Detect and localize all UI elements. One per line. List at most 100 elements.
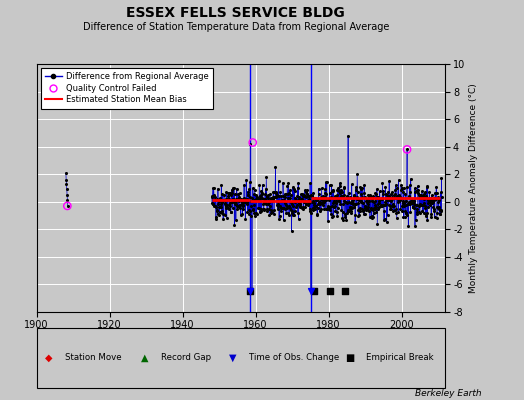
Point [314, 196, 322, 202]
Point [378, 196, 386, 202]
Point [221, 205, 230, 212]
Point [268, 209, 277, 215]
Point [299, 206, 307, 212]
Point [282, 203, 291, 209]
Point [334, 196, 342, 202]
Point [279, 179, 287, 186]
Point [309, 190, 318, 196]
Legend: Difference from Regional Average, Quality Control Failed, Estimated Station Mean: Difference from Regional Average, Qualit… [41, 68, 213, 108]
Point [269, 189, 278, 195]
Text: ESSEX FELLS SERVICE BLDG: ESSEX FELLS SERVICE BLDG [126, 6, 345, 20]
Point [431, 194, 440, 201]
Point [400, 200, 408, 206]
Point [303, 187, 312, 193]
Point [436, 207, 444, 213]
Point [420, 190, 428, 197]
Point [253, 196, 261, 203]
Point [414, 192, 423, 198]
Point [271, 194, 280, 200]
Text: Difference of Station Temperature Data from Regional Average: Difference of Station Temperature Data f… [83, 22, 389, 32]
Point [319, 196, 328, 203]
Point [265, 199, 273, 206]
Point [276, 189, 285, 195]
Point [409, 199, 417, 205]
Point [298, 191, 307, 198]
Point [264, 200, 272, 207]
Point [263, 206, 271, 213]
Point [428, 200, 436, 207]
Point [295, 196, 303, 202]
Point [279, 193, 288, 199]
Point [301, 194, 310, 200]
Point [410, 201, 419, 207]
Point [278, 198, 287, 204]
Point [245, 186, 253, 192]
Point [276, 203, 284, 209]
Point [370, 210, 378, 216]
Point [239, 206, 247, 212]
Point [258, 195, 266, 201]
Point [350, 203, 358, 210]
Point [266, 210, 275, 216]
Point [297, 205, 305, 211]
Point [437, 207, 445, 214]
Point [235, 198, 244, 204]
Point [292, 202, 301, 208]
Point [317, 194, 325, 200]
Point [306, 180, 314, 186]
Point [236, 202, 244, 208]
Point [325, 196, 333, 202]
Point [344, 132, 352, 139]
Point [299, 204, 308, 210]
Point [411, 222, 419, 229]
Point [322, 191, 330, 197]
Point [251, 197, 259, 203]
Point [240, 197, 248, 204]
Text: ▲: ▲ [141, 353, 148, 363]
Point [259, 201, 267, 207]
Point [297, 191, 305, 197]
Point [392, 210, 401, 216]
Point [331, 193, 339, 199]
Point [379, 202, 387, 208]
Point [257, 190, 266, 196]
Point [421, 211, 430, 218]
Point [383, 218, 391, 225]
Point [246, 141, 255, 147]
Point [240, 182, 248, 188]
Point [405, 192, 413, 199]
Point [384, 202, 392, 209]
Point [264, 192, 272, 198]
Point [325, 182, 334, 188]
Point [268, 197, 276, 204]
Point [432, 184, 441, 190]
Point [293, 198, 301, 204]
Point [375, 198, 383, 204]
Point [403, 146, 411, 153]
Point [312, 196, 320, 203]
Point [290, 188, 299, 194]
Point [253, 194, 261, 200]
Point [358, 208, 367, 214]
Point [330, 198, 339, 205]
Point [238, 202, 247, 208]
Point [290, 212, 299, 218]
Point [280, 191, 289, 197]
Point [246, 179, 254, 185]
Point [336, 193, 345, 199]
Point [256, 207, 265, 214]
Point [291, 207, 299, 214]
Point [277, 208, 285, 215]
Point [310, 200, 318, 206]
Point [212, 216, 220, 222]
Point [400, 208, 409, 214]
Point [413, 208, 422, 215]
Text: ▼: ▼ [229, 353, 236, 363]
Point [373, 194, 381, 200]
Point [344, 207, 352, 213]
Point [307, 192, 315, 198]
Point [386, 203, 394, 209]
Point [378, 191, 387, 197]
Point [413, 183, 422, 189]
Point [359, 200, 367, 207]
